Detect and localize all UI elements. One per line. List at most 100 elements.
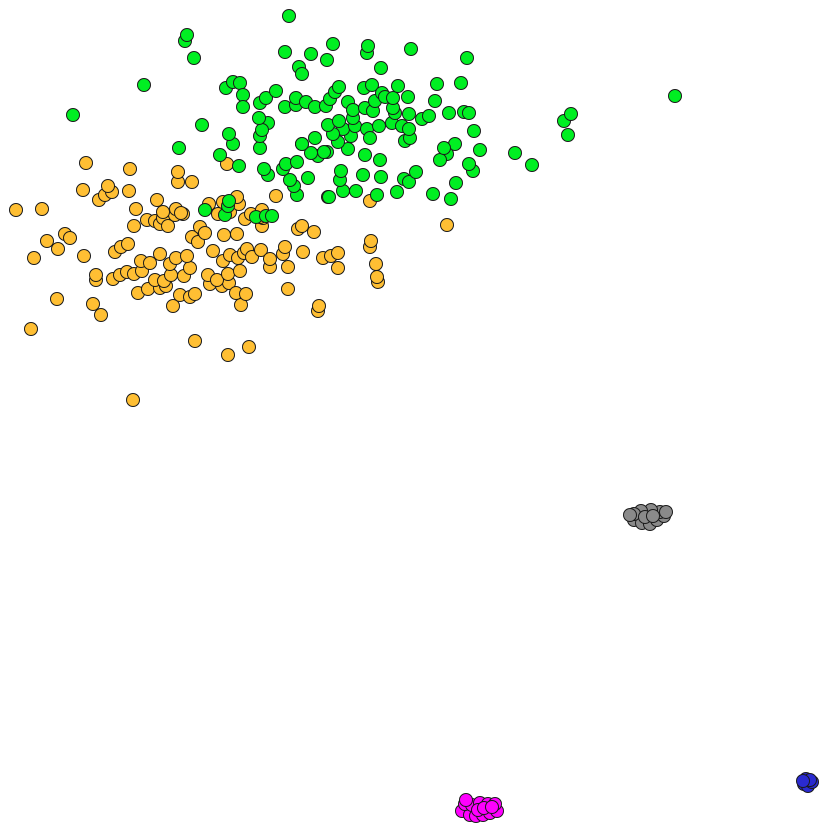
point-green-137 [282,9,296,23]
point-orange-107 [76,183,90,197]
point-green-10 [349,184,363,198]
point-green-96 [236,88,250,102]
point-green-84 [467,124,481,138]
point-gray-10 [646,509,660,523]
point-orange-99 [307,225,321,239]
point-green-88 [66,108,80,122]
point-orange-110 [150,193,164,207]
point-green-49 [317,145,331,159]
point-green-138 [668,89,682,103]
series-gray [623,503,673,531]
point-green-33 [525,158,539,172]
point-orange-76 [51,242,65,256]
point-orange-90 [198,226,212,240]
point-green-32 [462,157,476,171]
point-green-5 [265,209,279,223]
point-green-127 [404,42,418,56]
point-blue-5 [796,774,810,788]
point-orange-91 [217,228,231,242]
point-green-76 [402,107,416,121]
point-green-42 [373,153,387,167]
point-green-35 [473,143,487,157]
point-green-110 [332,80,346,94]
point-orange-28 [89,268,103,282]
point-green-16 [283,173,297,187]
point-orange-48 [77,249,91,263]
point-green-117 [365,78,379,92]
point-green-39 [437,141,451,155]
point-orange-123 [79,156,93,170]
point-green-121 [391,79,405,93]
point-green-55 [253,141,267,155]
point-orange-79 [127,219,141,233]
point-green-101 [269,84,283,98]
point-green-128 [374,61,388,75]
point-orange-3 [188,334,202,348]
point-green-71 [363,131,377,145]
point-green-34 [508,146,522,160]
point-orange-66 [263,252,277,266]
point-green-135 [295,67,309,81]
point-orange-113 [174,206,188,220]
point-green-132 [320,53,334,67]
point-green-125 [454,76,468,90]
point-orange-40 [210,273,224,287]
point-green-133 [304,47,318,61]
point-green-44 [341,142,355,156]
point-green-12 [390,185,404,199]
point-orange-45 [331,261,345,275]
point-orange-23 [239,287,253,301]
point-orange-120 [269,189,283,203]
point-green-98 [252,111,266,125]
point-green-131 [326,37,340,51]
point-orange-51 [121,237,135,251]
point-green-85 [561,128,575,142]
point-orange-58 [206,244,220,258]
point-green-26 [374,170,388,184]
point-orange-38 [183,261,197,275]
point-green-83 [462,106,476,120]
series-magenta [455,793,504,823]
point-green-52 [213,148,227,162]
point-orange-126 [171,165,185,179]
point-gray-11 [659,505,673,519]
point-magenta-13 [485,800,499,814]
point-orange-18 [188,287,202,301]
point-green-62 [308,131,322,145]
point-orange-69 [296,245,310,259]
point-orange-108 [122,184,136,198]
point-orange-101 [9,203,23,217]
point-green-38 [433,153,447,167]
point-green-95 [233,76,247,90]
point-green-13 [426,187,440,201]
point-green-60 [255,123,269,137]
point-green-8 [322,190,336,204]
point-green-90 [187,51,201,65]
point-green-0 [198,203,212,217]
point-orange-124 [123,162,137,176]
point-orange-5 [94,308,108,322]
point-orange-26 [370,270,384,284]
point-orange-102 [35,202,49,216]
point-orange-10 [166,299,180,313]
point-green-24 [334,164,348,178]
point-green-58 [195,118,209,132]
point-green-67 [332,114,346,128]
point-magenta-14 [459,793,473,807]
point-green-89 [137,78,151,92]
point-orange-53 [143,256,157,270]
point-orange-57 [180,249,194,263]
series-layer [9,9,819,823]
point-green-22 [301,171,315,185]
point-orange-68 [278,240,292,254]
point-green-25 [356,168,370,182]
point-orange-98 [295,219,309,233]
point-green-120 [386,91,400,105]
point-orange-106 [101,179,115,193]
point-green-130 [361,39,375,53]
point-orange-109 [129,202,143,216]
point-green-72 [372,119,386,133]
